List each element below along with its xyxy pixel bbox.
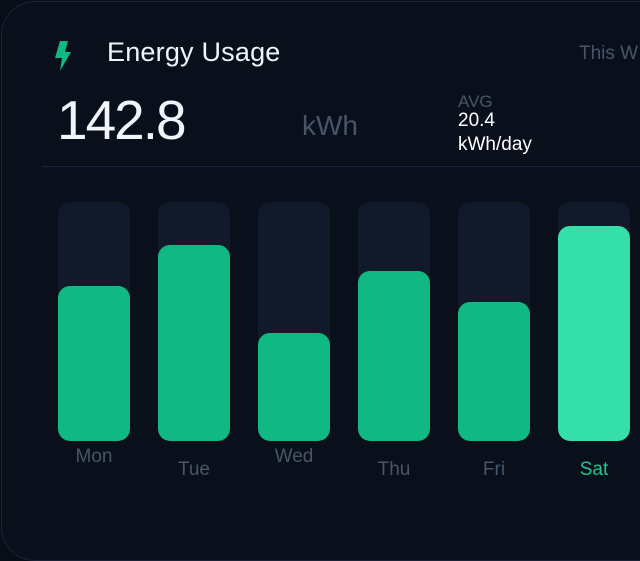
bar-fill	[558, 226, 630, 441]
bar-fill	[358, 271, 430, 441]
day-label: Wed	[274, 446, 314, 467]
day-label: Fri	[482, 459, 506, 480]
day-label: Mon	[75, 446, 113, 467]
total-usage-unit: kWh	[302, 110, 358, 141]
bar-fill	[458, 302, 530, 441]
bar-track	[58, 202, 130, 441]
day-label: Sat	[579, 459, 609, 480]
time-range-selector[interactable]: This W	[579, 43, 639, 64]
bar-track	[358, 202, 430, 441]
bar-track	[158, 202, 230, 441]
bar-fill	[58, 286, 130, 441]
card-title: Energy Usage	[107, 37, 281, 67]
lightning-bolt-icon	[55, 41, 71, 71]
average-unit: kWh/day	[458, 134, 532, 155]
bar-fill	[258, 333, 330, 441]
divider	[42, 166, 640, 167]
total-usage-value: 142.8	[57, 89, 187, 151]
day-label: Tue	[177, 459, 211, 480]
bar-track	[558, 202, 630, 441]
average-label: AVG	[458, 92, 493, 111]
bar-track	[458, 202, 530, 441]
bar-track	[258, 202, 330, 441]
day-label: Thu	[377, 459, 411, 480]
average-value: 20.4	[458, 110, 495, 131]
bar-fill	[158, 245, 230, 441]
